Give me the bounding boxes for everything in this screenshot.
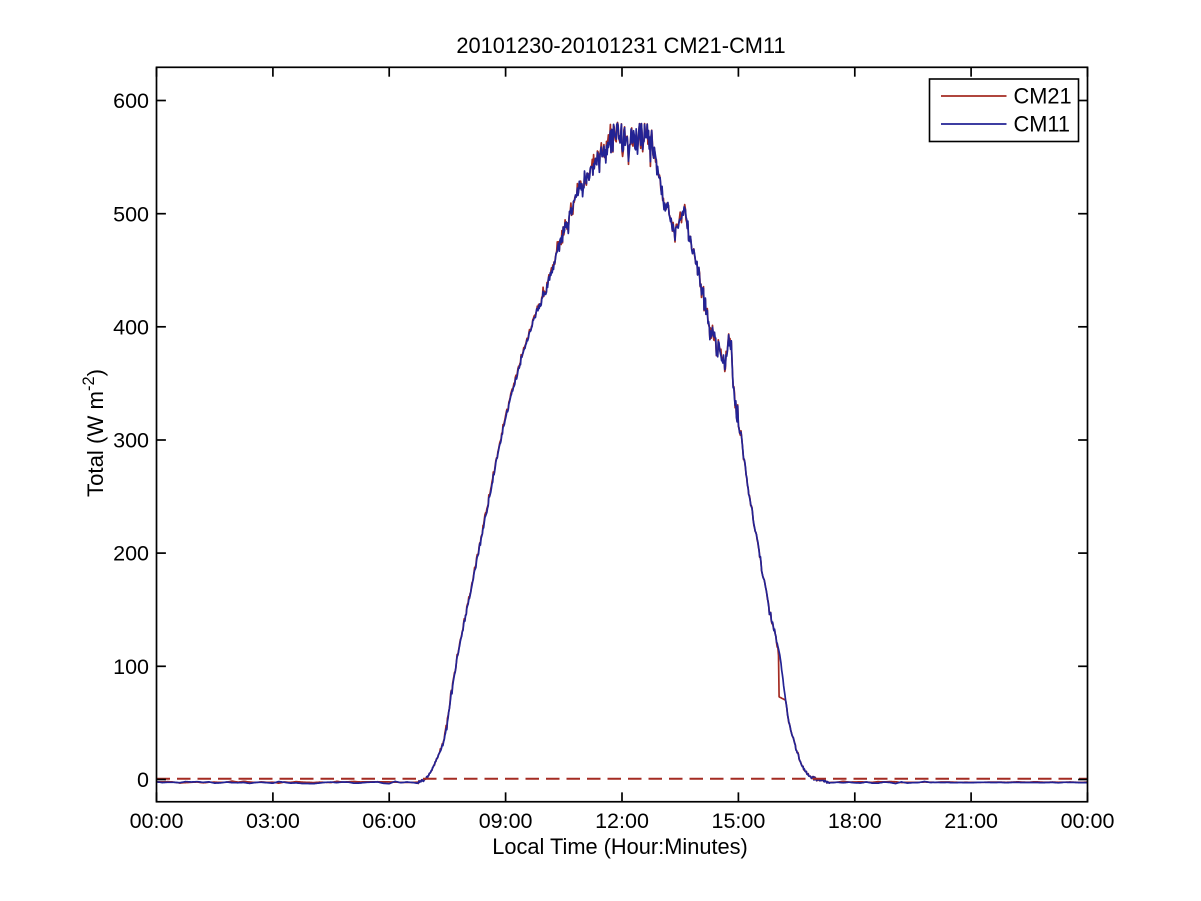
svg-text:200: 200	[113, 542, 149, 566]
svg-text:20101230-20101231 CM21-CM11: 20101230-20101231 CM21-CM11	[456, 33, 785, 58]
svg-text:Local Time (Hour:Minutes): Local Time (Hour:Minutes)	[492, 834, 748, 859]
svg-text:300: 300	[113, 429, 149, 453]
svg-text:06:00: 06:00	[362, 809, 416, 833]
svg-text:12:00: 12:00	[595, 809, 649, 833]
svg-text:400: 400	[113, 315, 149, 339]
svg-text:500: 500	[113, 202, 149, 226]
svg-text:0: 0	[137, 768, 149, 792]
svg-text:15:00: 15:00	[711, 809, 765, 833]
svg-text:600: 600	[113, 89, 149, 113]
svg-text:100: 100	[113, 655, 149, 679]
svg-text:03:00: 03:00	[246, 809, 300, 833]
svg-text:CM21: CM21	[1014, 84, 1072, 109]
svg-text:CM11: CM11	[1014, 112, 1071, 137]
svg-text:00:00: 00:00	[130, 809, 184, 833]
svg-text:09:00: 09:00	[479, 809, 533, 833]
svg-text:00:00: 00:00	[1061, 809, 1115, 833]
svg-text:18:00: 18:00	[828, 809, 882, 833]
svg-text:21:00: 21:00	[944, 809, 998, 833]
